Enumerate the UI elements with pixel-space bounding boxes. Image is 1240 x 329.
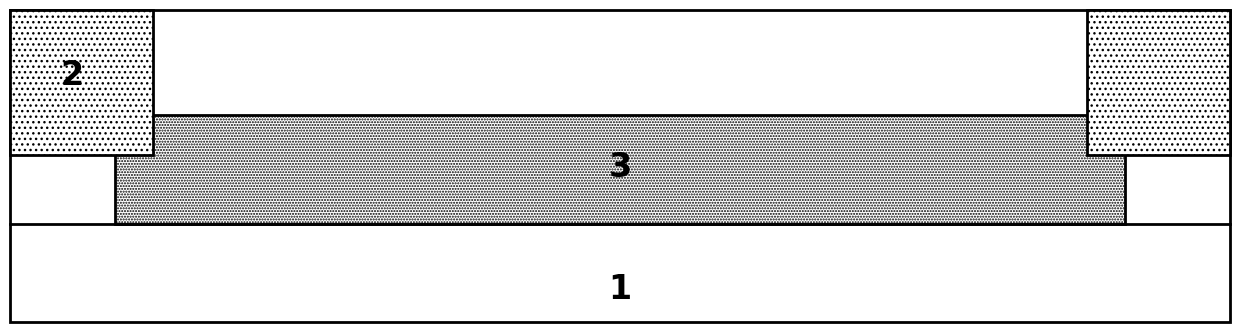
Bar xyxy=(10,10,153,155)
Text: 2: 2 xyxy=(61,59,83,92)
Bar xyxy=(1087,10,1230,155)
Text: 3: 3 xyxy=(609,151,631,184)
Text: 1: 1 xyxy=(609,273,631,306)
Bar xyxy=(115,115,1125,224)
